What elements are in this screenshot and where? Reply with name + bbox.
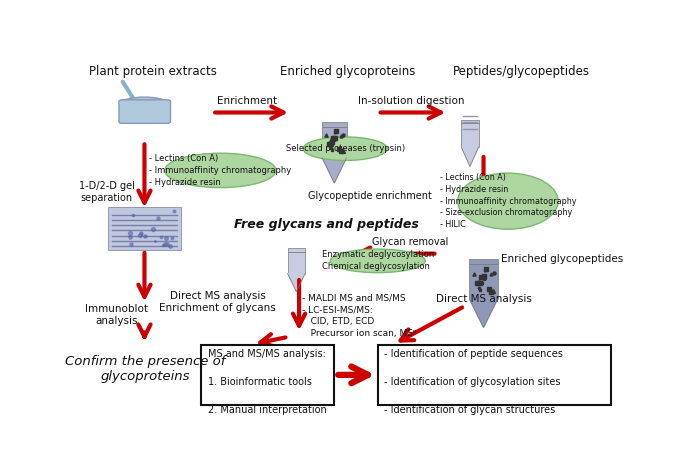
Text: Enriched glycoproteins: Enriched glycoproteins (280, 65, 416, 78)
FancyBboxPatch shape (461, 123, 479, 147)
Text: 1-D/2-D gel
separation: 1-D/2-D gel separation (78, 181, 134, 203)
Ellipse shape (330, 249, 425, 273)
FancyBboxPatch shape (378, 345, 611, 405)
FancyBboxPatch shape (288, 249, 305, 251)
Ellipse shape (164, 153, 276, 188)
Ellipse shape (121, 97, 167, 110)
Text: - Lectins (Con A)
- Hydrazide resin
- Immunoaffinity chromatography
- Size-exclu: - Lectins (Con A) - Hydrazide resin - Im… (440, 173, 576, 229)
Text: In-solution digestion: In-solution digestion (358, 96, 465, 106)
Text: - MALDI MS and MS/MS
- LC-ESI-MS/MS:
   CID, ETD, ECD
   Precursor ion scan, MSⁿ: - MALDI MS and MS/MS - LC-ESI-MS/MS: CID… (302, 293, 416, 338)
FancyBboxPatch shape (288, 251, 305, 274)
Text: Enzymatic deglycosylation
Chemical deglycosylation: Enzymatic deglycosylation Chemical degly… (321, 251, 434, 271)
Text: - Identification of peptide sequences

- Identification of glycosylation sites

: - Identification of peptide sequences - … (384, 349, 563, 415)
FancyBboxPatch shape (202, 345, 335, 405)
FancyBboxPatch shape (470, 264, 498, 299)
Text: Confirm the presence of
glycoproteins: Confirm the presence of glycoproteins (65, 355, 225, 384)
FancyBboxPatch shape (470, 259, 498, 264)
Text: Glycan removal: Glycan removal (372, 237, 449, 247)
Polygon shape (288, 274, 305, 291)
Ellipse shape (303, 137, 387, 160)
Text: Direct MS analysis: Direct MS analysis (435, 294, 531, 304)
Text: Enrichment: Enrichment (218, 96, 278, 106)
Text: Immunoblot
analysis: Immunoblot analysis (85, 305, 148, 326)
Text: Selected proteases (trypsin): Selected proteases (trypsin) (286, 144, 405, 153)
FancyBboxPatch shape (322, 127, 346, 158)
Text: - Lectins (Con A)
- Immunoaffinity chromatography
- Hydrazide resin: - Lectins (Con A) - Immunoaffinity chrom… (149, 154, 291, 187)
FancyBboxPatch shape (322, 122, 346, 127)
Text: Enriched glycopeptides: Enriched glycopeptides (501, 254, 623, 264)
Polygon shape (461, 147, 479, 166)
Polygon shape (470, 299, 498, 328)
Text: Peptides/glycopeptides: Peptides/glycopeptides (453, 65, 590, 78)
FancyBboxPatch shape (461, 119, 479, 123)
FancyBboxPatch shape (108, 207, 181, 250)
Text: Glycopeptide enrichment: Glycopeptide enrichment (308, 191, 431, 201)
Polygon shape (322, 158, 346, 183)
FancyBboxPatch shape (119, 100, 171, 123)
Text: Direct MS analysis
Enrichment of glycans: Direct MS analysis Enrichment of glycans (160, 291, 276, 313)
Text: Plant protein extracts: Plant protein extracts (89, 65, 216, 78)
Ellipse shape (458, 173, 558, 229)
Text: MS and MS/MS analysis:

1. Bioinformatic tools

2. Manual interpretation: MS and MS/MS analysis: 1. Bioinformatic … (208, 349, 327, 415)
Text: Free glycans and peptides: Free glycans and peptides (234, 218, 419, 231)
